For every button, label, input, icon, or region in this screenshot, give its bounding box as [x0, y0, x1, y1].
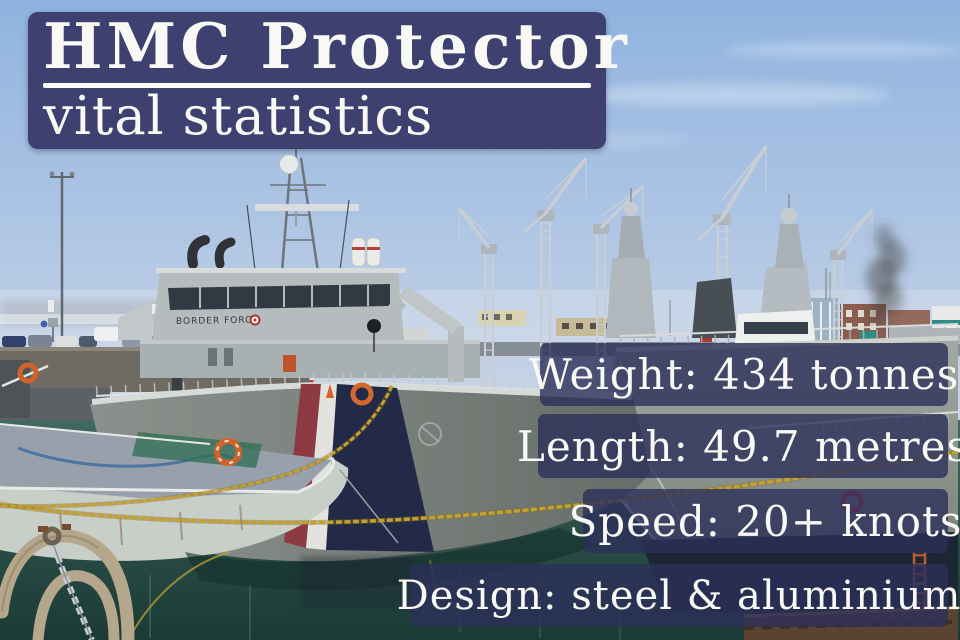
stat-length-label: Length: 49.7 metres: [516, 421, 960, 471]
crane: [457, 206, 497, 388]
mooring-chains: [0, 385, 959, 526]
stat-speed-label: Speed: 20+ knots: [568, 496, 960, 546]
chain-davit: [0, 524, 135, 640]
deck-crane: [367, 286, 464, 382]
stat-weight-label: Weight: 434 tonnes: [528, 350, 960, 399]
title-underline: [43, 82, 591, 88]
title-panel: HMC Protector vital statistics: [28, 9, 631, 149]
stat-design: Design: steel & aluminium: [397, 564, 960, 627]
distant-shoreline: [0, 300, 180, 326]
stat-speed: Speed: 20+ knots: [569, 489, 960, 553]
stat-length: Length: 49.7 metres: [517, 414, 960, 478]
smoke-plume: [866, 224, 906, 325]
mast-and-sensors: [161, 142, 359, 296]
page-title: HMC Protector: [43, 9, 631, 83]
ship-name-marking: BORDER FORCE: [176, 316, 259, 327]
page-subtitle: vital statistics: [43, 85, 434, 147]
stat-weight: Weight: 434 tonnes: [529, 343, 958, 406]
stat-design-label: Design: steel & aluminium: [396, 572, 960, 619]
